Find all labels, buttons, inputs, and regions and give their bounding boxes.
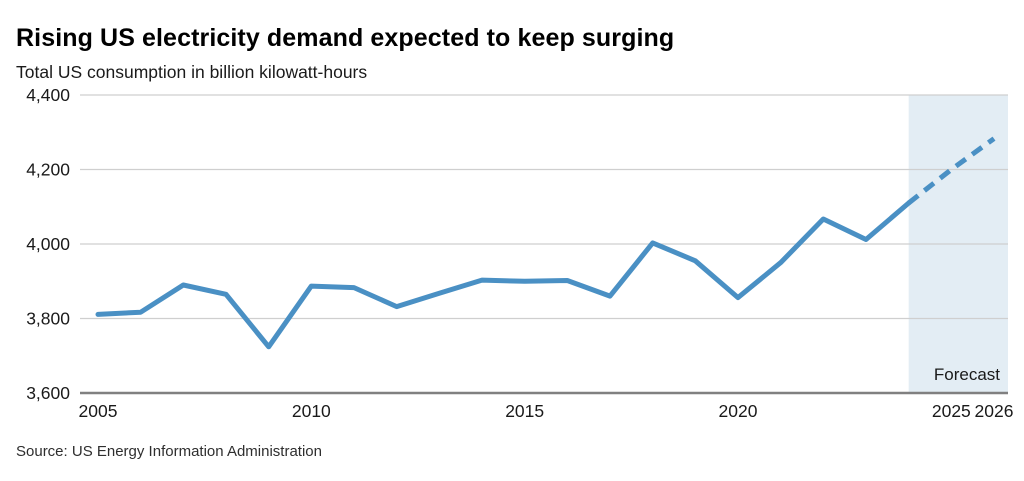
y-axis-tick-label: 3,800 [26,309,70,329]
chart-title: Rising US electricity demand expected to… [16,24,675,52]
source-attribution: Source: US Energy Information Administra… [16,443,322,460]
y-axis-tick-label: 4,200 [26,160,70,180]
y-axis-tick-label: 3,600 [26,383,70,403]
x-axis-tick-label: 2025 [932,401,971,421]
y-axis-tick-label: 4,400 [26,85,70,105]
forecast-region-label: Forecast [933,365,1000,384]
chart-subtitle: Total US consumption in billion kilowatt… [16,62,368,82]
x-axis-tick-label: 2005 [79,401,118,421]
consumption-line-solid [95,200,912,350]
forecast-line-dashed [907,136,996,205]
x-axis-tick-label: 2010 [292,401,331,421]
y-axis-tick-label: 4,000 [26,234,70,254]
x-axis-tick-label: 2020 [719,401,758,421]
x-axis-tick-label: 2026 [975,401,1014,421]
x-axis-tick-label: 2015 [505,401,544,421]
